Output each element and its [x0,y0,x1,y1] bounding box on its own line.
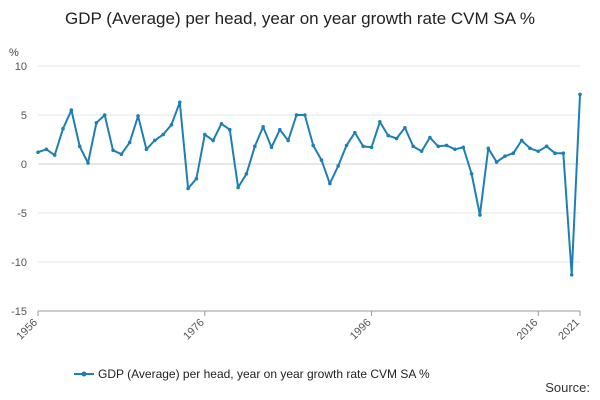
data-point [419,149,424,154]
x-tick-label: 1996 [348,317,374,343]
data-point [102,113,107,117]
data-point [453,147,457,152]
data-point [319,158,324,162]
data-point [261,124,265,129]
data-point [244,172,249,176]
data-point [328,181,332,186]
y-tick-label: -5 [17,208,27,220]
source-label[interactable]: Source: [545,380,590,395]
data-point [61,126,65,131]
y-tick-label: -10 [11,257,27,269]
data-point [478,213,482,217]
legend[interactable]: GDP (Average) per head, year on year gro… [74,367,430,381]
y-tick-label: 0 [21,159,27,171]
data-point [519,138,524,143]
data-point [544,144,549,149]
data-point [428,135,432,140]
data-point [152,138,157,143]
data-point [536,149,541,154]
data-point [553,151,557,156]
plot-area [36,92,582,277]
data-point [528,146,532,151]
y-tick-label: -15 [11,306,27,318]
data-point [127,140,132,145]
data-point [144,147,149,152]
data-point [227,127,232,132]
data-point [94,121,99,125]
data-point [444,143,449,148]
data-point [186,186,190,191]
data-point [169,123,174,127]
data-point [236,185,240,190]
data-point [353,130,357,135]
data-point [344,143,349,148]
data-point [494,160,499,164]
data-point [136,114,140,118]
data-point [202,132,207,137]
y-unit-label: % [9,47,19,59]
x-tick-label: 2021 [556,317,582,343]
data-point [436,144,441,149]
data-point [569,272,574,277]
data-point [461,145,466,150]
x-tick-label: 1956 [14,317,40,343]
data-point [269,145,274,150]
y-tick-label: 10 [15,61,27,73]
y-axis-ticks: 10 5 0 -5 -10 -15 [11,61,27,318]
x-tick-label: 1976 [181,317,207,343]
data-point [77,144,82,149]
data-point [211,138,215,143]
data-point [561,151,566,156]
data-point [286,138,290,143]
data-point [311,143,315,148]
data-point [44,147,49,152]
legend-label: GDP (Average) per head, year on year gro… [98,367,430,381]
data-point [378,120,382,124]
data-point [119,152,124,156]
data-point [469,172,474,176]
data-point [486,146,491,151]
x-tick-label: 2016 [515,317,541,343]
data-point [503,154,507,158]
legend-marker [81,371,87,377]
data-point [52,153,57,157]
data-point [194,176,199,181]
data-point [578,92,582,97]
data-point [336,164,340,168]
data-point [386,133,391,138]
data-point [219,122,224,126]
data-point [369,145,374,150]
data-point [411,144,416,149]
data-point [161,132,165,137]
data-point [403,125,407,130]
data-point [36,150,40,155]
data-point [278,127,282,132]
gridlines [38,65,580,312]
data-point [511,151,516,156]
data-point [394,136,399,141]
data-point [294,113,299,117]
data-point [111,148,115,153]
x-axis: 1956 1976 1996 2016 2021 [14,310,582,343]
data-point [86,161,90,165]
data-point [177,100,182,105]
data-point [361,144,366,149]
data-point [303,113,307,117]
data-point [69,108,74,112]
chart-title: GDP (Average) per head, year on year gro… [65,9,535,28]
series-line [37,94,581,276]
data-point [253,144,257,149]
y-tick-label: 5 [21,110,27,122]
